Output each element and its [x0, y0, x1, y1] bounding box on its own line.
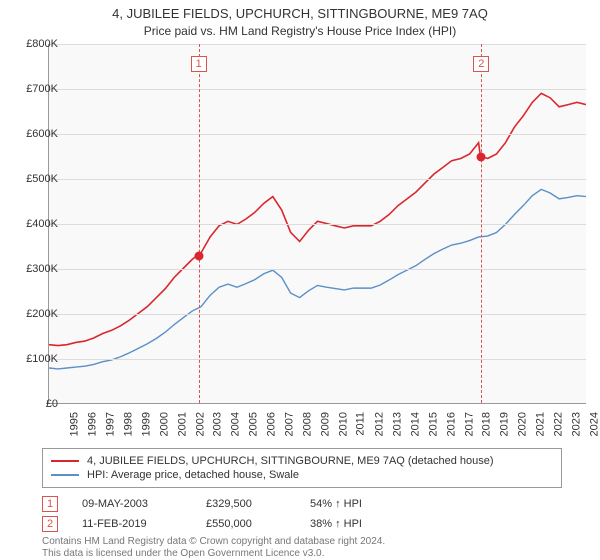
sale-pct: 38% ↑ HPI	[310, 518, 362, 530]
sale-date: 11-FEB-2019	[82, 518, 182, 530]
sale-marker-line	[199, 44, 200, 403]
y-tick-label: £800K	[26, 38, 58, 50]
x-tick-label: 2015	[427, 412, 439, 436]
x-tick-label: 1995	[68, 412, 80, 436]
legend-swatch-hpi	[51, 474, 79, 476]
x-tick-label: 2023	[571, 412, 583, 436]
x-tick-label: 2016	[445, 412, 457, 436]
x-tick-label: 2004	[230, 412, 242, 436]
legend-swatch-property	[51, 460, 79, 462]
x-tick-label: 2003	[212, 412, 224, 436]
sale-dot	[194, 251, 203, 260]
x-tick-label: 2013	[391, 412, 403, 436]
sale-marker-box: 2	[473, 56, 489, 72]
x-tick-label: 2018	[481, 412, 493, 436]
chart-title: 4, JUBILEE FIELDS, UPCHURCH, SITTINGBOUR…	[0, 0, 600, 21]
x-tick-label: 1998	[122, 412, 134, 436]
legend-label-hpi: HPI: Average price, detached house, Swal…	[87, 469, 299, 481]
legend-row-property: 4, JUBILEE FIELDS, UPCHURCH, SITTINGBOUR…	[51, 454, 553, 468]
legend-row-hpi: HPI: Average price, detached house, Swal…	[51, 468, 553, 482]
x-tick-label: 2014	[409, 412, 421, 436]
y-tick-label: £500K	[26, 173, 58, 185]
y-tick-label: £400K	[26, 218, 58, 230]
x-tick-label: 2005	[248, 412, 260, 436]
x-tick-label: 2000	[158, 412, 170, 436]
x-tick-label: 2022	[553, 412, 565, 436]
x-tick-label: 2021	[535, 412, 547, 436]
x-tick-label: 2010	[337, 412, 349, 436]
sale-row: 1 09-MAY-2003 £329,500 54% ↑ HPI	[42, 494, 362, 514]
x-tick-label: 2001	[176, 412, 188, 436]
sale-marker-icon: 1	[42, 496, 58, 512]
x-tick-label: 2006	[266, 412, 278, 436]
x-axis: 1995 1996 1997 1998 1999 2000 2001 2002 2003 2004…	[48, 408, 586, 440]
chart-container: 4, JUBILEE FIELDS, UPCHURCH, SITTINGBOUR…	[0, 0, 600, 560]
legend: 4, JUBILEE FIELDS, UPCHURCH, SITTINGBOUR…	[42, 448, 562, 488]
sale-marker-icon: 2	[42, 516, 58, 532]
y-tick-label: £100K	[26, 353, 58, 365]
sale-dot	[477, 152, 486, 161]
y-tick-label: £200K	[26, 308, 58, 320]
plot-area: 12	[48, 44, 586, 404]
sale-date: 09-MAY-2003	[82, 498, 182, 510]
x-tick-label: 2007	[284, 412, 296, 436]
sale-row: 2 11-FEB-2019 £550,000 38% ↑ HPI	[42, 514, 362, 534]
series-line-property	[49, 93, 586, 345]
x-tick-label: 2002	[194, 412, 206, 436]
series-line-hpi	[49, 189, 586, 368]
x-tick-label: 2009	[320, 412, 332, 436]
sales-table: 1 09-MAY-2003 £329,500 54% ↑ HPI 2 11-FE…	[42, 494, 362, 534]
x-tick-label: 2017	[463, 412, 475, 436]
sale-price: £329,500	[206, 498, 286, 510]
x-tick-label: 2012	[373, 412, 385, 436]
sale-price: £550,000	[206, 518, 286, 530]
x-tick-label: 2008	[302, 412, 314, 436]
y-tick-label: £600K	[26, 128, 58, 140]
x-tick-label: 1996	[86, 412, 98, 436]
y-tick-label: £700K	[26, 83, 58, 95]
attribution: Contains HM Land Registry data © Crown c…	[42, 536, 385, 560]
x-tick-label: 2020	[517, 412, 529, 436]
legend-label-property: 4, JUBILEE FIELDS, UPCHURCH, SITTINGBOUR…	[87, 455, 494, 467]
chart-subtitle: Price paid vs. HM Land Registry's House …	[0, 21, 600, 42]
x-tick-label: 2019	[499, 412, 511, 436]
attribution-line: This data is licensed under the Open Gov…	[42, 548, 385, 560]
x-tick-label: 1997	[104, 412, 116, 436]
y-tick-label: £300K	[26, 263, 58, 275]
x-tick-label: 2024	[589, 412, 600, 436]
sale-marker-box: 1	[191, 56, 207, 72]
sale-marker-line	[481, 44, 482, 403]
x-tick-label: 1999	[140, 412, 152, 436]
attribution-line: Contains HM Land Registry data © Crown c…	[42, 536, 385, 548]
x-tick-label: 2011	[355, 412, 367, 436]
sale-pct: 54% ↑ HPI	[310, 498, 362, 510]
